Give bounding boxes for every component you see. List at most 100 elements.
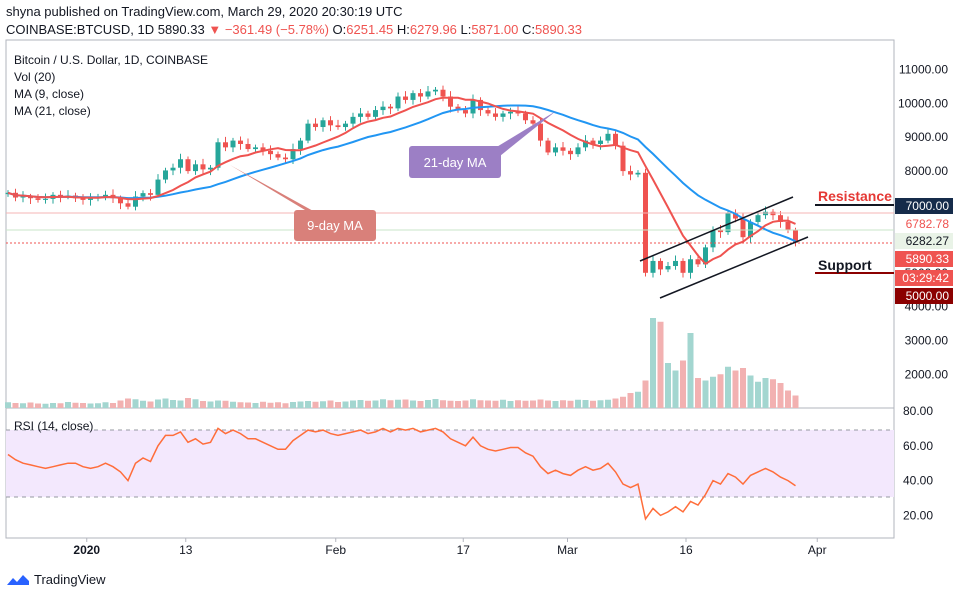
candle-body <box>328 120 333 126</box>
volume-bar <box>590 400 596 408</box>
ma21-callout-text: 21-day MA <box>424 155 487 170</box>
candle-body <box>470 99 476 114</box>
support-label: Support <box>818 257 872 273</box>
price-tick-label: 9000.00 <box>905 130 949 144</box>
price-badge <box>895 251 953 267</box>
volume-bar <box>732 370 739 408</box>
price-badge <box>895 198 953 214</box>
volume-bar <box>110 403 116 408</box>
price-tick-label: 2000.00 <box>905 368 949 382</box>
volume-bar <box>432 399 439 408</box>
volume-bar <box>417 401 424 408</box>
price-badge <box>895 216 953 232</box>
candle-body <box>568 150 573 155</box>
candle-body <box>298 140 303 150</box>
volume-bar <box>725 366 731 408</box>
candle-body <box>395 96 401 109</box>
candle-body <box>658 260 663 270</box>
volume-bar <box>657 321 664 408</box>
candle-body <box>755 215 761 222</box>
candle-body <box>523 113 528 121</box>
candle-body <box>103 194 108 197</box>
volume-bar <box>252 403 259 408</box>
candle-body <box>665 266 671 270</box>
price-tick-label: 8000.00 <box>905 164 949 178</box>
candle-body <box>410 93 416 100</box>
channel-bottom-line[interactable] <box>659 236 809 299</box>
candle-body <box>793 230 798 243</box>
volume-bar <box>177 400 184 408</box>
volume-bar <box>50 403 56 408</box>
candle-body <box>253 147 258 150</box>
low-label: L: <box>460 22 472 37</box>
volume-bar <box>537 399 544 408</box>
x-tick-label: 13 <box>179 543 193 557</box>
ma9-line <box>7 96 796 266</box>
volume-bar <box>440 400 446 408</box>
rsi-tick-label: 40.00 <box>903 474 933 488</box>
footer-brand[interactable]: TradingView <box>6 572 106 587</box>
candle-body <box>403 96 408 100</box>
x-tick-label: 17 <box>457 543 471 557</box>
ma21-legend: MA (21, close) <box>14 104 91 118</box>
ma9-legend: MA (9, close) <box>14 87 84 101</box>
resistance-label: Resistance <box>818 188 892 204</box>
volume-bar <box>470 399 476 408</box>
open-value: 6251.45 <box>346 22 394 37</box>
open-label: O: <box>332 22 347 37</box>
channel-top-line[interactable] <box>639 196 794 262</box>
candle-body <box>290 149 296 160</box>
volume-bar <box>162 398 169 408</box>
candle-body <box>28 196 33 199</box>
candle-body <box>388 106 393 109</box>
ma9-callout-pointer <box>230 165 315 212</box>
volume-bar <box>620 396 626 408</box>
symbol-name: COINBASE:BTCUSD, 1D <box>6 22 155 37</box>
candle-body <box>455 106 461 111</box>
volume-bar <box>747 375 754 408</box>
volume-bar <box>237 402 244 408</box>
candle-body <box>140 193 146 197</box>
candle-body <box>245 143 251 150</box>
volume-bar <box>200 401 206 408</box>
price-badge <box>895 288 953 304</box>
candle-body <box>155 179 161 195</box>
ma9-callout-text: 9-day MA <box>307 218 363 233</box>
candle-body <box>275 154 281 158</box>
volume-bar <box>132 399 139 408</box>
volume-bar <box>170 400 176 408</box>
ma21-callout <box>409 146 501 178</box>
volume-bar <box>12 403 19 408</box>
volume-bar <box>710 376 716 408</box>
candle-body <box>733 213 738 219</box>
candle-body <box>268 150 273 155</box>
price-badge <box>895 233 953 249</box>
candle-body <box>695 259 701 265</box>
volume-bar <box>605 399 611 408</box>
candle-body <box>425 91 431 97</box>
volume-bar <box>207 401 214 408</box>
candle-body <box>590 140 596 144</box>
volume-bar <box>792 395 799 408</box>
volume-bar <box>342 401 349 408</box>
volume-bar <box>87 403 94 408</box>
candle-body <box>35 198 41 200</box>
price-badge-text: 6782.78 <box>906 217 950 231</box>
volume-bar <box>95 403 101 408</box>
candle-body <box>575 147 581 155</box>
volume-bar <box>267 402 274 408</box>
candle-body <box>193 164 198 172</box>
volume-bar <box>695 378 701 408</box>
candle-body <box>283 157 288 160</box>
candle-body <box>43 198 48 200</box>
candle-body <box>118 198 123 204</box>
price-tick-label: 3000.00 <box>905 334 949 348</box>
candle-body <box>418 93 423 97</box>
volume-bar <box>582 400 589 408</box>
candle-body <box>583 140 588 148</box>
volume-bar <box>462 400 469 408</box>
candle-body <box>673 260 678 267</box>
volume-bar <box>552 401 559 408</box>
candle-body <box>643 172 648 273</box>
